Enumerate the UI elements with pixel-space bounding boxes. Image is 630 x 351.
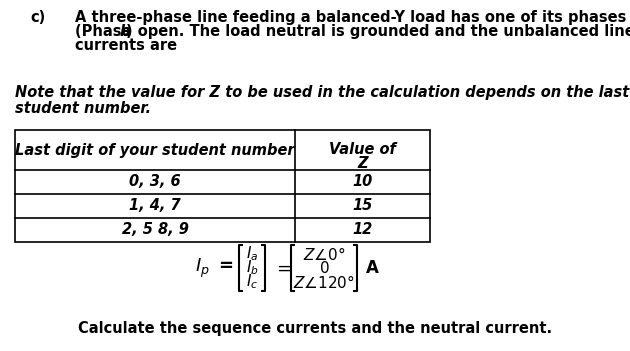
Text: 15: 15 — [352, 199, 372, 213]
Text: 0, 3, 6: 0, 3, 6 — [129, 174, 181, 190]
Bar — [15, 130, 430, 242]
Text: $Z\angle0°$: $Z\angle0°$ — [303, 245, 345, 263]
Text: $=$: $=$ — [273, 259, 292, 277]
Text: $I_a$: $I_a$ — [246, 245, 258, 263]
Text: $\mathbf{\mathit{I}}_{\mathbf{\mathit{p}}}$ $\mathbf{=}$: $\mathbf{\mathit{I}}_{\mathbf{\mathit{p}… — [195, 256, 233, 280]
Text: 1, 4, 7: 1, 4, 7 — [129, 199, 181, 213]
Text: $I_b$: $I_b$ — [246, 259, 258, 277]
Text: student number.: student number. — [15, 101, 151, 116]
Text: Last digit of your student number: Last digit of your student number — [15, 143, 295, 158]
Text: Value of: Value of — [329, 142, 396, 157]
Text: 10: 10 — [352, 174, 372, 190]
Text: ) open. The load neutral is grounded and the unbalanced line: ) open. The load neutral is grounded and… — [126, 24, 630, 39]
Text: currents are: currents are — [75, 38, 177, 53]
Text: A: A — [366, 259, 379, 277]
Text: $Z\angle120°$: $Z\angle120°$ — [293, 273, 355, 291]
Text: Z: Z — [357, 156, 368, 171]
Text: c): c) — [30, 10, 45, 25]
Text: $0$: $0$ — [319, 260, 329, 276]
Text: A three-phase line feeding a balanced-Y load has one of its phases: A three-phase line feeding a balanced-Y … — [75, 10, 626, 25]
Text: Note that the value for Z to be used in the calculation depends on the last digi: Note that the value for Z to be used in … — [15, 85, 630, 100]
Text: Calculate the sequence currents and the neutral current.: Calculate the sequence currents and the … — [78, 320, 552, 336]
Text: 2, 5 8, 9: 2, 5 8, 9 — [122, 223, 188, 238]
Text: 12: 12 — [352, 223, 372, 238]
Text: $I_c$: $I_c$ — [246, 273, 258, 291]
Text: b: b — [120, 24, 130, 39]
Text: (Phase: (Phase — [75, 24, 137, 39]
